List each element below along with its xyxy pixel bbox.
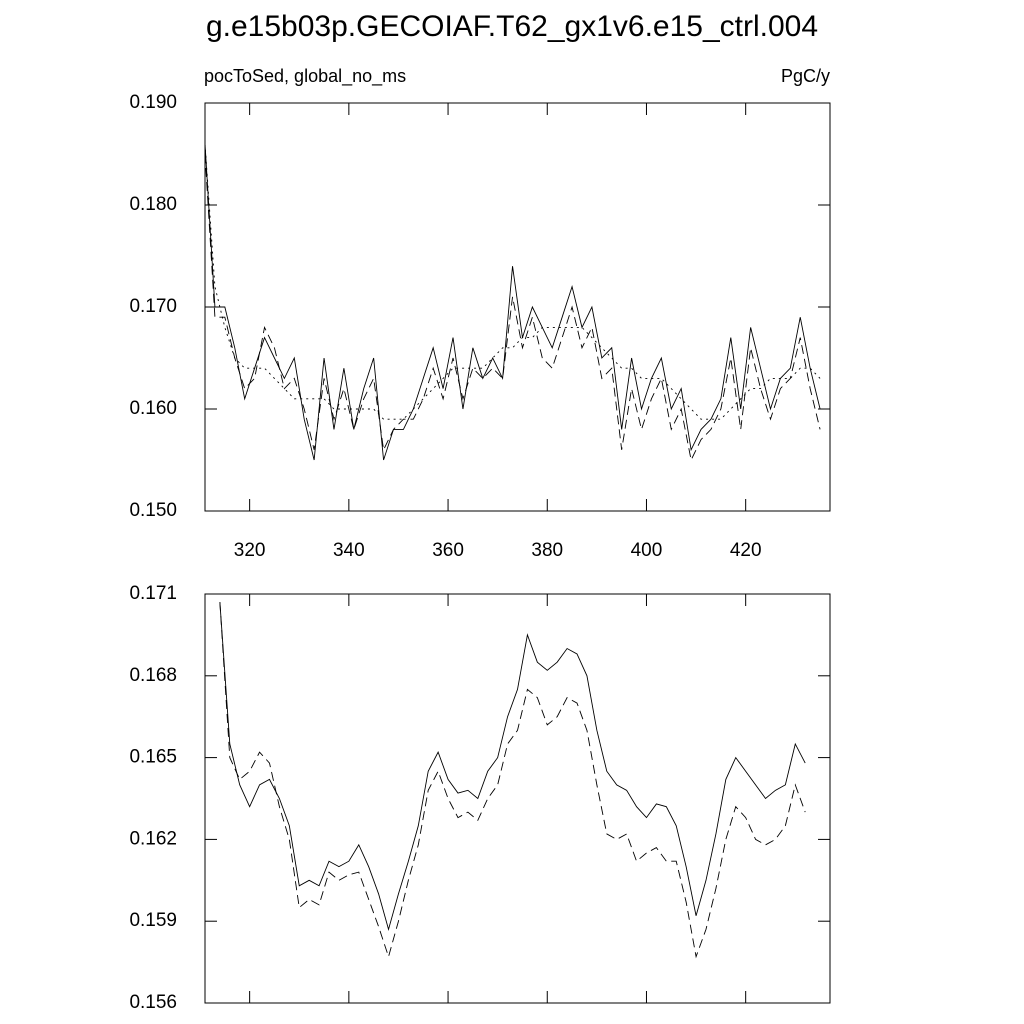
units: PgC/y (781, 66, 830, 86)
series-line (219, 602, 806, 932)
x-tick-label: 400 (631, 540, 663, 561)
series-line (204, 153, 821, 462)
chart-title: g.e15b03p.GECOIAF.T62_gx1v6.e15_ctrl.004 (206, 10, 818, 43)
x-tick-label: 340 (333, 540, 365, 561)
series-line (204, 143, 821, 461)
y-tick-label: 0.156 (129, 992, 177, 1013)
y-tick-label: 0.160 (129, 398, 177, 419)
y-tick-label: 0.190 (129, 92, 177, 113)
y-tick-label: 0.165 (129, 747, 177, 768)
plot-frame (204, 102, 831, 512)
x-tick-label: 380 (531, 540, 563, 561)
x-tick-label: 360 (432, 540, 464, 561)
x-tick-label: 420 (730, 540, 762, 561)
y-tick-label: 0.180 (129, 194, 177, 215)
y-tick-label: 0.159 (129, 910, 177, 931)
series-line (204, 143, 821, 420)
y-tick-label: 0.168 (129, 665, 177, 686)
y-tick-label: 0.170 (129, 296, 177, 317)
x-tick-label: 320 (234, 540, 266, 561)
series-line (219, 602, 806, 959)
y-tick-label: 0.162 (129, 828, 177, 849)
plot-frame (204, 593, 831, 1004)
subtitle: pocToSed, global_no_ms (204, 66, 406, 87)
y-tick-label: 0.150 (129, 500, 177, 521)
y-tick-label: 0.171 (129, 583, 177, 604)
